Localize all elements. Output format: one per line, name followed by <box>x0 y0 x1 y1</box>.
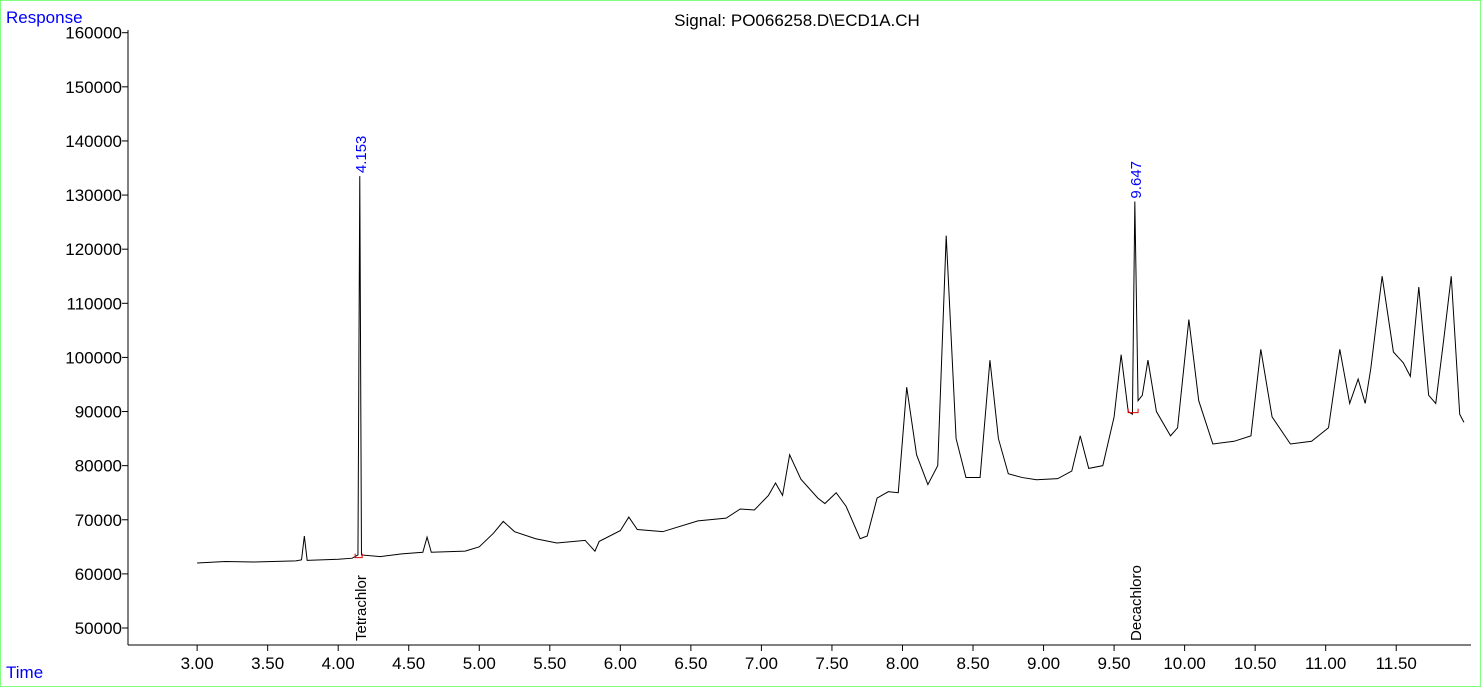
x-tick-label: 6.50 <box>674 654 707 673</box>
x-tick-label: 8.50 <box>956 654 989 673</box>
y-tick-label: 120000 <box>65 240 122 259</box>
compound-label: Decachloro <box>1128 565 1145 641</box>
x-tick-label: 4.00 <box>322 654 355 673</box>
x-tick-label: 5.50 <box>533 654 566 673</box>
y-tick-label: 140000 <box>65 132 122 151</box>
y-tick-label: 150000 <box>65 78 122 97</box>
x-tick-label: 3.50 <box>251 654 284 673</box>
compound-label: Tetrachlor <box>353 575 370 641</box>
x-axis-label: Time <box>6 663 43 682</box>
x-tick-label: 7.00 <box>745 654 778 673</box>
x-tick-label: 8.00 <box>886 654 919 673</box>
y-axis-label: Response <box>6 8 83 27</box>
y-tick-label: 80000 <box>75 457 122 476</box>
x-tick-label: 6.00 <box>604 654 637 673</box>
x-tick-label: 11.00 <box>1305 654 1346 673</box>
integration-baseline <box>1127 408 1139 414</box>
y-tick-label: 160000 <box>65 24 122 43</box>
y-tick-label: 90000 <box>75 403 122 422</box>
y-tick-label: 100000 <box>65 348 122 367</box>
x-tick-label: 7.50 <box>815 654 848 673</box>
y-tick-label: 60000 <box>75 565 122 584</box>
y-tick-label: 50000 <box>75 619 122 638</box>
x-tick-label: 3.00 <box>181 654 214 673</box>
x-tick-label: 10.50 <box>1234 654 1277 673</box>
signal-trace <box>197 176 1465 564</box>
x-tick-label: 5.00 <box>463 654 496 673</box>
y-tick-label: 110000 <box>67 294 122 313</box>
x-tick-label: 9.00 <box>1027 654 1060 673</box>
x-tick-label: 4.50 <box>392 654 425 673</box>
x-tick-label: 9.50 <box>1098 654 1131 673</box>
integration-baseline <box>354 553 363 559</box>
x-tick-label: 10.00 <box>1163 654 1206 673</box>
y-tick-label: 130000 <box>65 186 122 205</box>
x-tick-label: 11.50 <box>1376 654 1417 673</box>
peak-label: 9.647 <box>1128 161 1145 199</box>
peak-label: 4.153 <box>353 136 370 174</box>
y-tick-label: 70000 <box>75 511 122 530</box>
chart-title: Signal: PO066258.D\ECD1A.CH <box>674 11 920 30</box>
